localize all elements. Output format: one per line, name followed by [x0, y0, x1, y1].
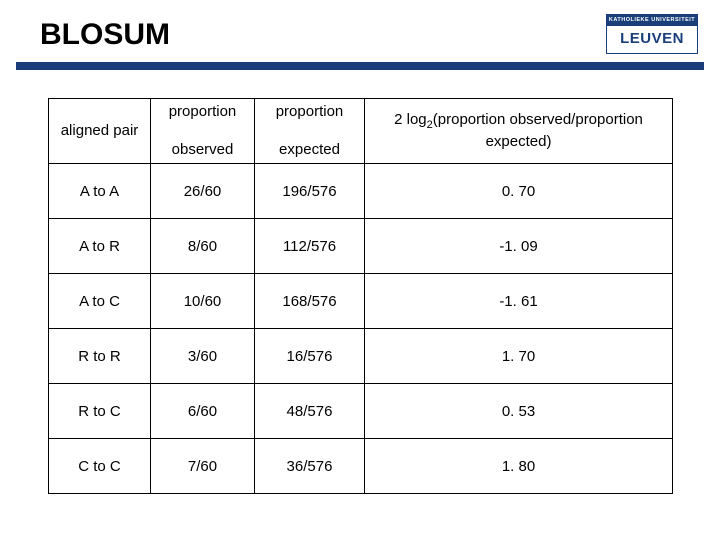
cell-exp: 16/576: [255, 329, 365, 384]
col-header-score: 2 log2(proportion observed/proportion ex…: [365, 99, 673, 164]
col-header-pair: aligned pair: [49, 99, 151, 164]
table-row: A to A 26/60 196/576 0. 70: [49, 164, 673, 219]
cell-exp: 48/576: [255, 384, 365, 439]
cell-pair: A to R: [49, 219, 151, 274]
cell-obs: 26/60: [151, 164, 255, 219]
table-row: R to C 6/60 48/576 0. 53: [49, 384, 673, 439]
cell-obs: 10/60: [151, 274, 255, 329]
page-title: BLOSUM: [40, 18, 170, 52]
cell-obs: 3/60: [151, 329, 255, 384]
cell-exp: 168/576: [255, 274, 365, 329]
col-header-score-pre: 2 log: [394, 111, 427, 128]
cell-score: -1. 09: [365, 219, 673, 274]
col-header-obs-l1: proportion: [169, 103, 237, 120]
cell-obs: 8/60: [151, 219, 255, 274]
cell-exp: 196/576: [255, 164, 365, 219]
cell-score: 0. 70: [365, 164, 673, 219]
table-body: A to A 26/60 196/576 0. 70 A to R 8/60 1…: [49, 164, 673, 494]
cell-pair: A to C: [49, 274, 151, 329]
cell-exp: 112/576: [255, 219, 365, 274]
col-header-pair-label: aligned pair: [61, 122, 139, 139]
cell-score: -1. 61: [365, 274, 673, 329]
blosum-table: aligned pair proportion observed proport…: [48, 98, 673, 494]
table-row: A to C 10/60 168/576 -1. 61: [49, 274, 673, 329]
logo-top-text: KATHOLIEKE UNIVERSITEIT: [606, 14, 698, 26]
col-header-exp-l2: expected: [279, 141, 340, 158]
table-header-row: aligned pair proportion observed proport…: [49, 99, 673, 164]
cell-exp: 36/576: [255, 439, 365, 494]
table-row: A to R 8/60 112/576 -1. 09: [49, 219, 673, 274]
col-header-expected: proportion expected: [255, 99, 365, 164]
slide-header: BLOSUM KATHOLIEKE UNIVERSITEIT LEUVEN: [0, 0, 720, 72]
col-header-score-post: (proportion observed/proportion expected…: [433, 111, 643, 150]
logo-bottom-text: LEUVEN: [606, 26, 698, 54]
cell-obs: 7/60: [151, 439, 255, 494]
col-header-observed: proportion observed: [151, 99, 255, 164]
cell-pair: R to R: [49, 329, 151, 384]
header-rule: [16, 62, 704, 70]
cell-score: 0. 53: [365, 384, 673, 439]
table-row: C to C 7/60 36/576 1. 80: [49, 439, 673, 494]
col-header-obs-l2: observed: [172, 141, 234, 158]
ku-leuven-logo: KATHOLIEKE UNIVERSITEIT LEUVEN: [606, 14, 698, 54]
cell-score: 1. 70: [365, 329, 673, 384]
table-row: R to R 3/60 16/576 1. 70: [49, 329, 673, 384]
cell-pair: R to C: [49, 384, 151, 439]
cell-pair: A to A: [49, 164, 151, 219]
blosum-table-wrap: aligned pair proportion observed proport…: [48, 98, 672, 494]
cell-score: 1. 80: [365, 439, 673, 494]
cell-pair: C to C: [49, 439, 151, 494]
cell-obs: 6/60: [151, 384, 255, 439]
col-header-exp-l1: proportion: [276, 103, 344, 120]
slide: BLOSUM KATHOLIEKE UNIVERSITEIT LEUVEN al…: [0, 0, 720, 540]
